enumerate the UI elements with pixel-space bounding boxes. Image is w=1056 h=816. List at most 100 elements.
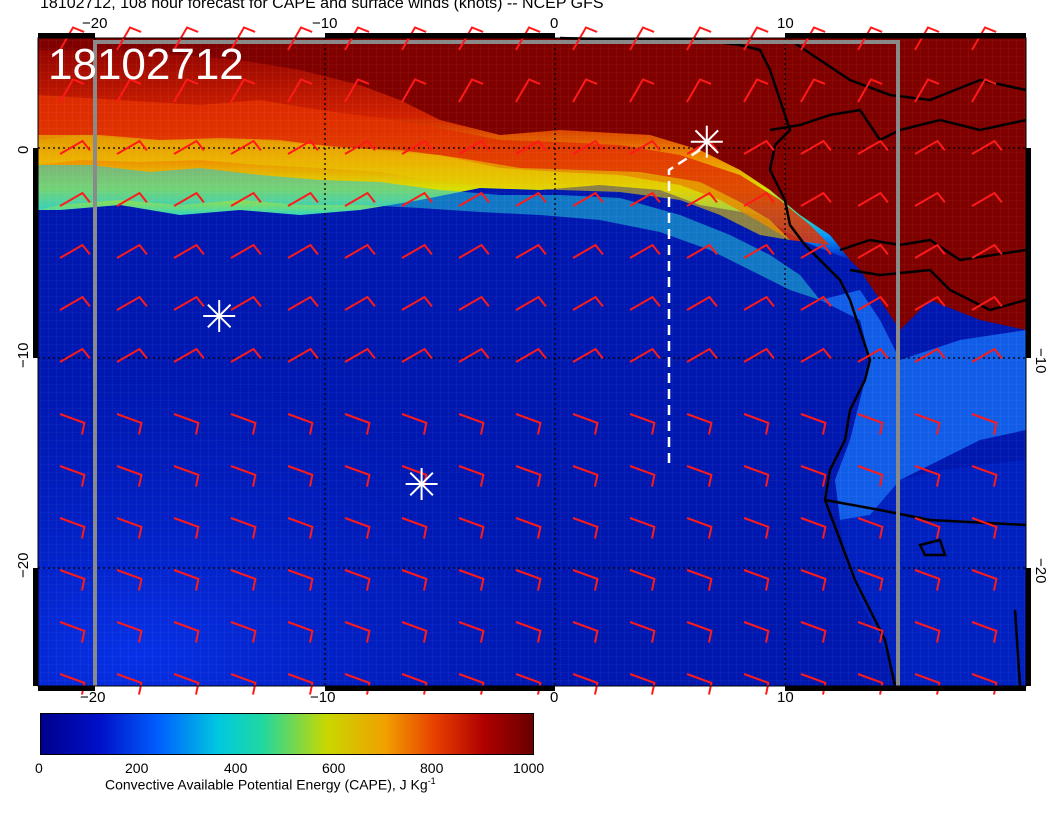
wind-barb: [914, 243, 946, 259]
marker-star-south: [405, 468, 438, 500]
wind-barb: [743, 569, 770, 591]
wind-barb: [743, 347, 775, 363]
wind-barb: [116, 673, 143, 695]
wind-barb: [401, 621, 428, 643]
marker-star-west: [203, 300, 236, 332]
wind-barb: [515, 621, 542, 643]
wind-barb: [458, 78, 484, 103]
wind-barb: [344, 243, 376, 259]
wind-barb: [401, 78, 427, 103]
wind-barb: [743, 243, 775, 259]
wind-barb: [401, 139, 433, 155]
wind-barb: [230, 295, 262, 311]
wind-barb: [59, 26, 85, 51]
wind-barb: [116, 26, 142, 51]
wind-barb: [629, 191, 661, 207]
wind-barb: [173, 243, 205, 259]
wind-barb: [344, 413, 371, 435]
wind-barb: [344, 295, 376, 311]
wind-barb: [971, 191, 1003, 207]
border-seg-right-2: [1026, 568, 1031, 686]
wind-barb: [743, 78, 769, 103]
wind-barb: [515, 465, 542, 487]
wind-barbs: [59, 26, 1003, 695]
tick-labels: −20 −10 0 10 −20 −10 0 10 0 −10 −20 −10 …: [15, 15, 1049, 706]
wind-barb: [173, 26, 199, 51]
wind-barb: [401, 569, 428, 591]
wind-barb: [458, 26, 484, 51]
wind-barb: [116, 517, 143, 539]
wind-barb: [572, 78, 598, 103]
date-stamp: 18102712: [48, 40, 244, 89]
wind-barb: [401, 347, 433, 363]
wind-barb: [686, 191, 718, 207]
wind-barb: [458, 517, 485, 539]
wind-barb: [173, 569, 200, 591]
wind-barb: [629, 347, 661, 363]
wind-barb: [629, 78, 655, 103]
wind-barb: [230, 413, 257, 435]
wind-barb: [515, 569, 542, 591]
wind-barb: [857, 139, 889, 155]
border-seg-bottom-2: [325, 686, 555, 691]
colorbar: [40, 713, 534, 755]
wind-barb: [116, 569, 143, 591]
lon-tick-top-4: 10: [777, 15, 794, 32]
wind-barb: [287, 621, 314, 643]
border-seg-bottom-3: [785, 686, 1026, 691]
wind-barb: [401, 517, 428, 539]
wind-barb: [971, 139, 1003, 155]
wind-barb: [800, 295, 832, 311]
wind-barb: [857, 191, 889, 207]
wind-barb: [629, 517, 656, 539]
wind-barb: [287, 347, 319, 363]
wind-barb: [230, 517, 257, 539]
lon-tick-top-2: −10: [312, 15, 337, 32]
map-border: [33, 33, 1031, 691]
wind-barb: [572, 243, 604, 259]
wind-barb: [914, 413, 941, 435]
wind-barb: [572, 191, 604, 207]
wind-barb: [173, 347, 205, 363]
wind-barb: [743, 26, 769, 51]
wind-barb: [914, 517, 941, 539]
wind-barb: [572, 621, 599, 643]
lon-tick-top-1: −20: [82, 15, 107, 32]
wind-barb: [857, 347, 889, 363]
wind-barb: [515, 517, 542, 539]
colorbar-tick-1000: 1000: [513, 760, 545, 776]
wind-barb: [458, 569, 485, 591]
wind-barb: [743, 413, 770, 435]
wind-barb: [344, 139, 376, 155]
wind-barb: [800, 621, 827, 643]
wind-barb: [686, 621, 713, 643]
colorbar-tick-600: 600: [322, 760, 346, 776]
border-seg-left-2: [33, 568, 38, 686]
wind-barb: [515, 139, 547, 155]
colorbar-tick-0: 0: [35, 760, 43, 776]
wind-barb: [230, 465, 257, 487]
colorbar-tick-400: 400: [224, 760, 248, 776]
wind-barb: [458, 295, 490, 311]
wind-barb: [458, 465, 485, 487]
wind-barb: [914, 295, 946, 311]
wind-barb: [629, 621, 656, 643]
border-seg-right-1: [1026, 148, 1031, 358]
border-2: [839, 238, 1027, 262]
wind-barb: [116, 78, 142, 103]
wind-barb: [344, 569, 371, 591]
wind-barb: [173, 413, 200, 435]
wind-barb: [515, 413, 542, 435]
wind-barb: [458, 621, 485, 643]
wind-barb: [686, 413, 713, 435]
wind-barb: [686, 78, 712, 103]
wind-barb: [59, 191, 91, 207]
wind-barb: [401, 295, 433, 311]
wind-barb: [857, 26, 883, 51]
wind-barb: [59, 295, 91, 311]
wind-barb: [914, 569, 941, 591]
wind-barb: [515, 26, 541, 51]
wind-barb: [800, 139, 832, 155]
lat-tick-left-3: −20: [15, 553, 32, 578]
border-6: [1013, 609, 1022, 687]
